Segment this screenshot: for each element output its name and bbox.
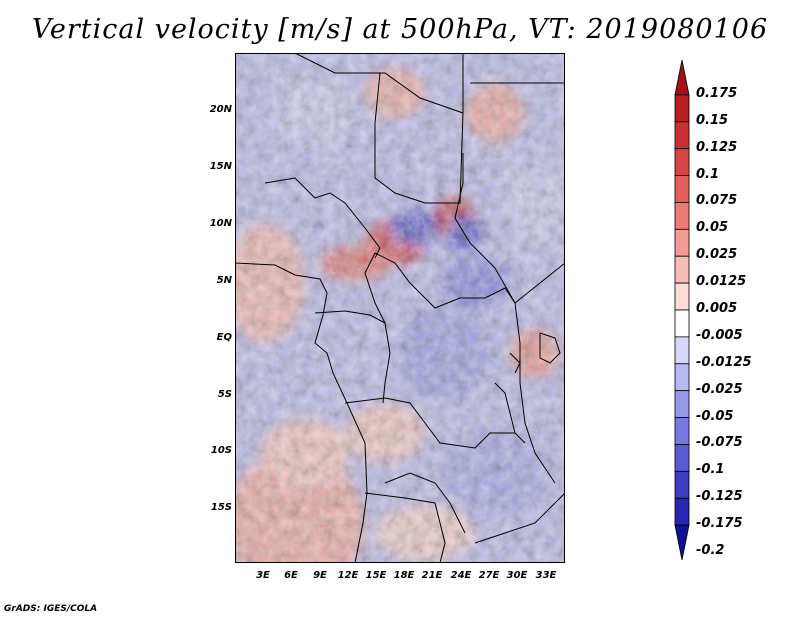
colorbar-label: -0.1: [696, 462, 725, 478]
colorbar-label: 0.025: [696, 247, 738, 263]
colorbar-swatch: [674, 524, 690, 561]
colorbar-swatch: [674, 363, 690, 392]
colorbar-swatch: [674, 336, 690, 365]
lat-label-10s: 10S: [210, 445, 232, 456]
lat-label-eq: EQ: [216, 332, 232, 343]
colorbar-label: -0.2: [696, 543, 725, 558]
colorbar-label: 0.05: [696, 220, 729, 236]
lat-label-15s: 15S: [210, 502, 232, 513]
colorbar-label: 0.15: [696, 112, 729, 128]
map-title: Vertical velocity [m/s] at 500hPa, VT: 2…: [31, 14, 769, 45]
colorbar-swatch: [674, 255, 690, 284]
colorbar-label: 0.005: [696, 301, 738, 316]
map-canvas: [225, 52, 566, 593]
colorbar-swatch: [674, 497, 690, 526]
colorbar-swatch: [674, 148, 690, 176]
colorbar-swatch: [674, 94, 690, 123]
colorbar-swatch: [674, 59, 690, 96]
lon-label-15e: 15E: [365, 570, 387, 581]
lon-label-30e: 30E: [506, 570, 528, 581]
colorbar-swatches: [674, 59, 690, 561]
colorbar-label: 0.175: [696, 85, 738, 101]
lon-label-33e: 33E: [535, 570, 557, 581]
colorbar-swatch: [674, 444, 690, 472]
lon-label-6e: 6E: [284, 570, 298, 581]
colorbar-swatch: [674, 309, 690, 338]
lat-label-10n: 10N: [209, 218, 232, 229]
lon-label-3e: 3E: [256, 570, 270, 581]
colorbar-label: 0.125: [696, 139, 738, 155]
colorbar-label: -0.075: [696, 435, 743, 451]
colorbar-swatch: [674, 282, 690, 311]
lon-label-21e: 21E: [421, 570, 443, 581]
country-borders: [234, 52, 566, 564]
colorbar-label: -0.025: [696, 381, 743, 397]
lat-label-20n: 20N: [209, 104, 232, 115]
colorbar-swatch: [674, 202, 690, 230]
lon-label-12e: 12E: [337, 570, 359, 581]
lon-label-27e: 27E: [478, 570, 500, 581]
lon-label-18e: 18E: [393, 570, 415, 581]
colorbar-swatch: [674, 228, 690, 257]
lat-label-5n: 5N: [216, 275, 232, 286]
colorbar-swatch: [674, 390, 690, 418]
colorbar-label: -0.175: [696, 516, 743, 532]
colorbar-label: -0.05: [696, 408, 734, 424]
lon-label-9e: 9E: [313, 570, 327, 581]
colorbar-swatch: [674, 470, 690, 499]
lon-label-24e: 24E: [450, 570, 472, 581]
credit-text: GrADS: IGES/COLA: [4, 604, 98, 614]
noise-texture: [235, 53, 565, 563]
colorbar-label: 0.0125: [696, 274, 747, 290]
velocity-map: [225, 52, 566, 593]
colorbar-swatch: [674, 175, 690, 203]
colorbar-label: -0.005: [696, 327, 743, 343]
lat-label-15n: 15N: [209, 161, 232, 172]
lat-label-5s: 5S: [217, 389, 232, 400]
colorbar-label: -0.0125: [696, 354, 752, 370]
colorbar-label: 0.075: [696, 193, 738, 209]
map-frame: [235, 53, 565, 563]
colorbar-swatch: [674, 417, 690, 445]
colorbar-swatch: [674, 121, 690, 150]
colorbar-label: -0.125: [696, 489, 743, 505]
colorbar: [672, 59, 692, 565]
colorbar-label: 0.1: [696, 166, 720, 182]
